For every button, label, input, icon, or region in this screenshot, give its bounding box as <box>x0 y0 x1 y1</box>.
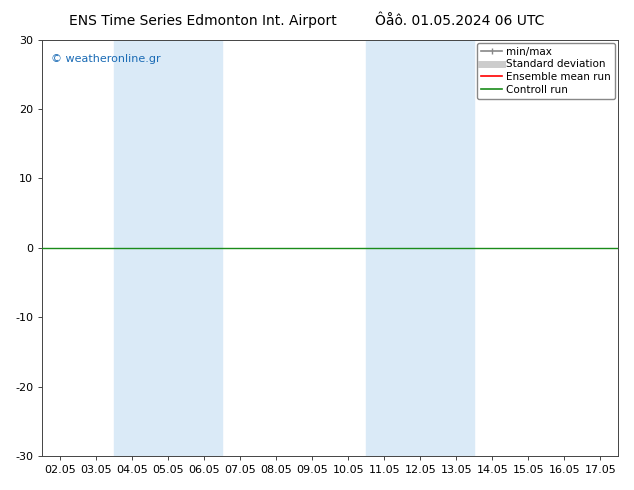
Bar <box>366 40 474 456</box>
Text: ENS Time Series Edmonton Int. Airport: ENS Time Series Edmonton Int. Airport <box>69 14 337 28</box>
Text: © weatheronline.gr: © weatheronline.gr <box>51 54 160 64</box>
Bar <box>114 40 223 456</box>
Text: Ôåô. 01.05.2024 06 UTC: Ôåô. 01.05.2024 06 UTC <box>375 14 545 28</box>
Legend: min/max, Standard deviation, Ensemble mean run, Controll run: min/max, Standard deviation, Ensemble me… <box>477 43 616 99</box>
